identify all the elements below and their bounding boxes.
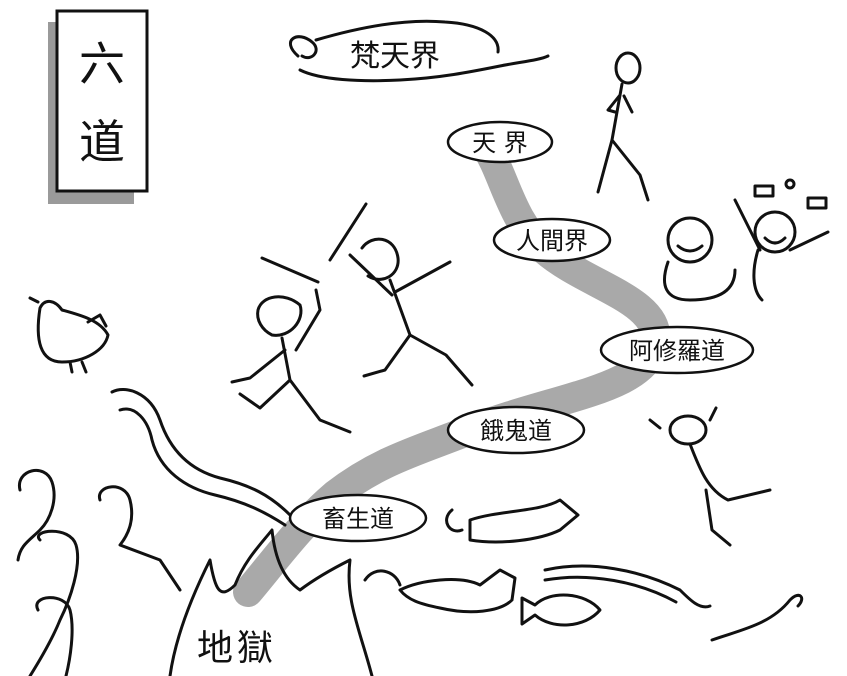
realm-animal: 畜生道 — [288, 493, 428, 543]
cloud-label: 梵天界 — [350, 39, 440, 74]
title-char-2: 道 — [79, 115, 125, 169]
brahma-cloud: 梵天界 — [289, 19, 550, 83]
worm — [710, 593, 804, 642]
hungry-ghost — [648, 406, 772, 547]
fish — [520, 593, 602, 627]
hell-label: 地獄 — [197, 628, 277, 669]
dog — [445, 498, 580, 544]
bird — [28, 296, 110, 374]
realm-heaven: 天 界 — [446, 120, 554, 164]
realm-human-label: 人間界 — [516, 227, 588, 255]
praying-figure — [596, 51, 650, 202]
hell-ghosts — [16, 469, 182, 676]
fighting-figures — [230, 202, 474, 434]
realm-hungry-ghost: 餓鬼道 — [446, 405, 586, 455]
title-char-1: 六 — [79, 37, 125, 91]
snake — [110, 387, 292, 527]
realm-asura: 阿修羅道 — [599, 325, 755, 375]
realm-heaven-label: 天 界 — [472, 129, 528, 157]
realm-animal-label: 畜生道 — [322, 505, 394, 533]
cat — [363, 568, 517, 614]
realm-asura-label: 阿修羅道 — [629, 337, 725, 365]
hell-flames — [168, 528, 374, 676]
realm-hungry-ghost-label: 餓鬼道 — [480, 417, 552, 445]
laughing-people — [663, 178, 830, 302]
title-box: 六 道 — [48, 9, 149, 204]
lizard — [543, 564, 712, 609]
realm-human: 人間界 — [492, 217, 612, 263]
